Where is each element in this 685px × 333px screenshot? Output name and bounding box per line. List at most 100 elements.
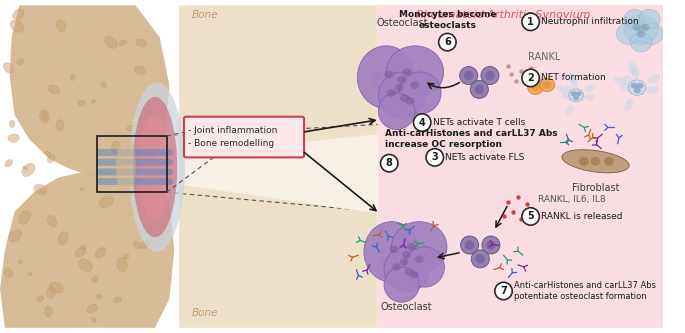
Ellipse shape: [571, 91, 577, 96]
Ellipse shape: [12, 9, 24, 20]
Text: 1: 1: [527, 17, 534, 27]
Ellipse shape: [132, 173, 136, 177]
Ellipse shape: [127, 125, 134, 131]
Polygon shape: [179, 134, 377, 213]
Ellipse shape: [95, 248, 106, 258]
Ellipse shape: [123, 254, 129, 259]
Ellipse shape: [47, 215, 57, 227]
Ellipse shape: [5, 160, 12, 167]
Ellipse shape: [628, 80, 646, 95]
Ellipse shape: [565, 85, 575, 94]
Ellipse shape: [45, 306, 52, 317]
Ellipse shape: [569, 89, 584, 102]
Ellipse shape: [374, 83, 380, 89]
Ellipse shape: [415, 256, 424, 263]
Ellipse shape: [23, 166, 27, 169]
Ellipse shape: [422, 84, 429, 91]
Ellipse shape: [408, 243, 416, 251]
Ellipse shape: [97, 294, 102, 299]
Ellipse shape: [634, 88, 640, 94]
Ellipse shape: [117, 257, 127, 272]
Ellipse shape: [415, 274, 421, 280]
Ellipse shape: [390, 103, 396, 110]
Ellipse shape: [401, 106, 408, 113]
Ellipse shape: [99, 196, 113, 207]
Circle shape: [426, 149, 443, 166]
Ellipse shape: [428, 250, 434, 256]
Ellipse shape: [87, 304, 97, 313]
Ellipse shape: [395, 277, 401, 283]
Ellipse shape: [19, 210, 31, 224]
Ellipse shape: [616, 23, 640, 45]
FancyBboxPatch shape: [184, 117, 304, 158]
Ellipse shape: [119, 40, 126, 46]
Ellipse shape: [9, 230, 21, 242]
Ellipse shape: [562, 92, 573, 99]
Ellipse shape: [415, 69, 422, 76]
Ellipse shape: [590, 157, 600, 166]
Ellipse shape: [404, 247, 445, 287]
Ellipse shape: [410, 100, 417, 107]
Ellipse shape: [575, 91, 582, 96]
Ellipse shape: [620, 84, 634, 92]
Ellipse shape: [10, 20, 24, 32]
Ellipse shape: [397, 76, 406, 84]
Circle shape: [495, 282, 512, 300]
Text: 3: 3: [432, 153, 438, 163]
Ellipse shape: [384, 71, 393, 79]
Ellipse shape: [17, 59, 24, 65]
Text: NET formation: NET formation: [541, 74, 606, 83]
Ellipse shape: [57, 20, 66, 32]
Ellipse shape: [141, 240, 149, 249]
Text: 2: 2: [527, 73, 534, 83]
Ellipse shape: [460, 236, 479, 254]
Ellipse shape: [426, 259, 432, 265]
Ellipse shape: [481, 67, 499, 85]
Ellipse shape: [471, 80, 488, 99]
Ellipse shape: [585, 84, 596, 92]
Ellipse shape: [579, 157, 588, 166]
Ellipse shape: [403, 68, 412, 76]
Ellipse shape: [378, 93, 415, 130]
Ellipse shape: [414, 93, 421, 99]
Ellipse shape: [384, 69, 391, 75]
Ellipse shape: [543, 81, 551, 89]
Ellipse shape: [379, 257, 386, 263]
Ellipse shape: [485, 71, 495, 80]
Ellipse shape: [380, 248, 386, 254]
Ellipse shape: [133, 121, 139, 129]
Ellipse shape: [646, 86, 660, 94]
Ellipse shape: [400, 94, 409, 102]
Ellipse shape: [390, 244, 396, 250]
Ellipse shape: [22, 163, 35, 176]
Text: Anti-carHistones and carLL37 Abs
potentiate osteoclast formation: Anti-carHistones and carLL37 Abs potenti…: [514, 281, 656, 301]
Ellipse shape: [465, 240, 475, 250]
Ellipse shape: [527, 81, 543, 95]
Ellipse shape: [569, 73, 575, 84]
Ellipse shape: [387, 89, 396, 97]
Ellipse shape: [636, 83, 643, 89]
Ellipse shape: [92, 276, 97, 283]
Polygon shape: [179, 5, 377, 159]
Ellipse shape: [539, 78, 555, 92]
Text: Fibroblast: Fibroblast: [572, 182, 619, 192]
Ellipse shape: [390, 269, 396, 276]
Ellipse shape: [133, 241, 140, 249]
Text: 7: 7: [500, 286, 507, 296]
Ellipse shape: [402, 251, 411, 258]
Ellipse shape: [358, 46, 415, 109]
Text: 4: 4: [419, 118, 425, 128]
Ellipse shape: [399, 72, 441, 114]
Ellipse shape: [464, 71, 473, 80]
Text: RANKL, IL6, IL8: RANKL, IL6, IL8: [538, 194, 606, 203]
Ellipse shape: [384, 267, 419, 302]
Circle shape: [438, 33, 456, 51]
Ellipse shape: [18, 260, 22, 264]
Text: Osteoclast: Osteoclast: [376, 18, 427, 28]
Ellipse shape: [486, 240, 496, 250]
Ellipse shape: [42, 112, 47, 120]
Ellipse shape: [614, 77, 627, 85]
Ellipse shape: [81, 245, 86, 249]
Ellipse shape: [604, 157, 614, 166]
Bar: [377, 5, 663, 328]
